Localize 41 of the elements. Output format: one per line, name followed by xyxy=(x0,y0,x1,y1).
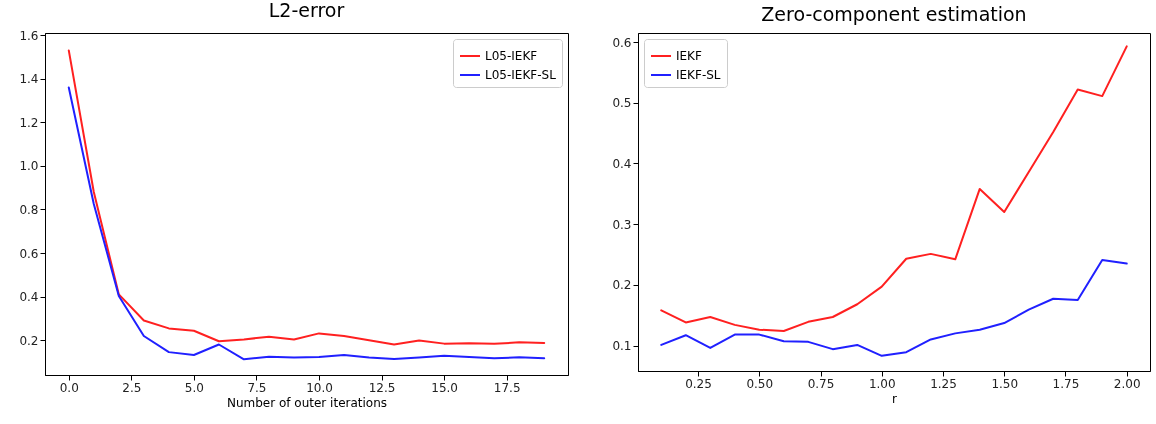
x-tick-label: 1.25 xyxy=(930,376,957,391)
x-tick-label: 0.0 xyxy=(59,380,79,395)
x-axis-title: r xyxy=(892,391,898,406)
y-tick-label: 0.8 xyxy=(19,202,39,217)
x-axis-title: Number of outer iterations xyxy=(226,395,388,410)
y-tick-label: 1.2 xyxy=(19,115,39,130)
x-tick-label: 2.5 xyxy=(122,380,142,395)
y-tick-label: 0.6 xyxy=(19,246,39,261)
x-tick-label: 0.75 xyxy=(807,376,835,391)
y-tick-label: 1.6 xyxy=(19,28,39,43)
legend-label: IEKF-SL xyxy=(676,68,721,82)
line-series xyxy=(660,258,1128,357)
y-tick-label: 0.4 xyxy=(19,290,39,305)
y-tick-label: 1.4 xyxy=(19,72,39,87)
y-tick-label: 0.6 xyxy=(612,35,632,50)
y-tick-label: 0.5 xyxy=(612,96,632,111)
legend-label: IEKF xyxy=(676,49,702,63)
y-tick-label: 0.2 xyxy=(612,278,632,293)
x-tick-label: 0.50 xyxy=(746,376,774,391)
chart-title: L2-error xyxy=(268,0,345,22)
x-tick-label: 0.25 xyxy=(685,376,712,391)
x-tick-label: 12.5 xyxy=(368,380,396,395)
y-tick-label: 0.2 xyxy=(19,333,39,348)
x-tick-label: 1.00 xyxy=(868,376,896,391)
line-series xyxy=(660,45,1128,332)
x-tick-label: 1.50 xyxy=(991,376,1019,391)
x-tick-label: 15.0 xyxy=(431,380,458,395)
y-tick-label: 0.1 xyxy=(612,339,632,354)
y-tick-label: 1.0 xyxy=(19,159,39,174)
x-tick-label: 5.0 xyxy=(184,380,204,395)
legend-label: L05-IEKF xyxy=(485,49,538,63)
x-tick-label: 17.5 xyxy=(493,380,521,395)
legend-label: L05-IEKF-SL xyxy=(485,68,557,82)
y-tick-label: 0.4 xyxy=(612,156,632,171)
y-tick-label: 0.3 xyxy=(612,217,632,232)
line-series xyxy=(67,86,546,361)
x-tick-label: 7.5 xyxy=(247,380,267,395)
x-tick-label: 2.00 xyxy=(1113,376,1141,391)
x-tick-label: 10.0 xyxy=(306,380,333,395)
x-tick-label: 1.75 xyxy=(1052,376,1080,391)
chart-title: Zero-component estimation xyxy=(761,3,1027,25)
